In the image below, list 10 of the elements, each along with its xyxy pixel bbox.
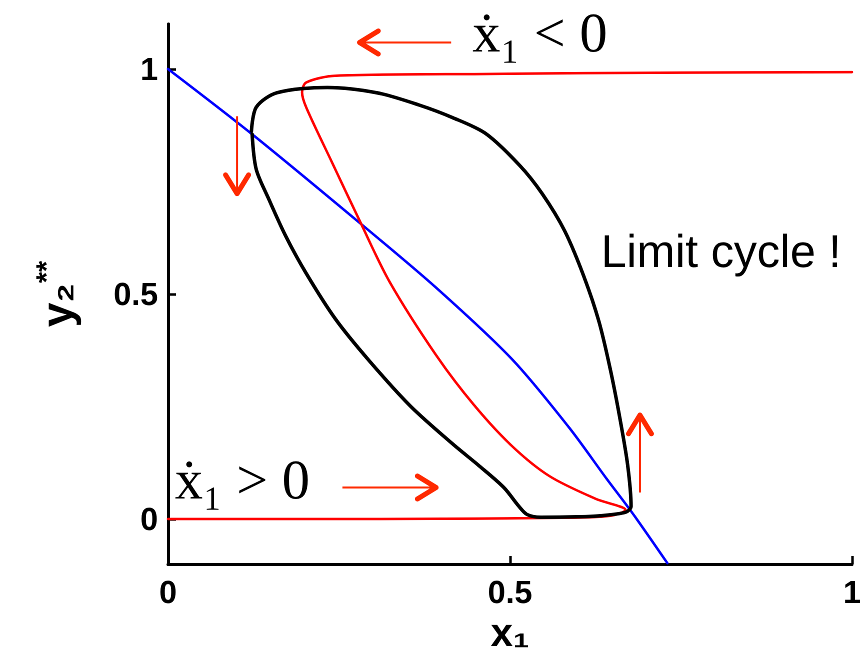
x-axis-title: x₁ (490, 611, 530, 655)
x-tick-label: 1 (843, 574, 861, 610)
annotation: ẋ₁ > 0 (174, 449, 310, 512)
annotation: Limit cycle ! (600, 225, 842, 277)
y-tick-label: 0 (140, 501, 158, 537)
annotation: ẋ₁ < 0 (472, 2, 608, 64)
y-tick-label: 0.5 (114, 276, 158, 312)
y-tick-label: 1 (140, 51, 158, 87)
line-series (166, 70, 854, 520)
x-tick-label: 0.5 (488, 574, 532, 610)
